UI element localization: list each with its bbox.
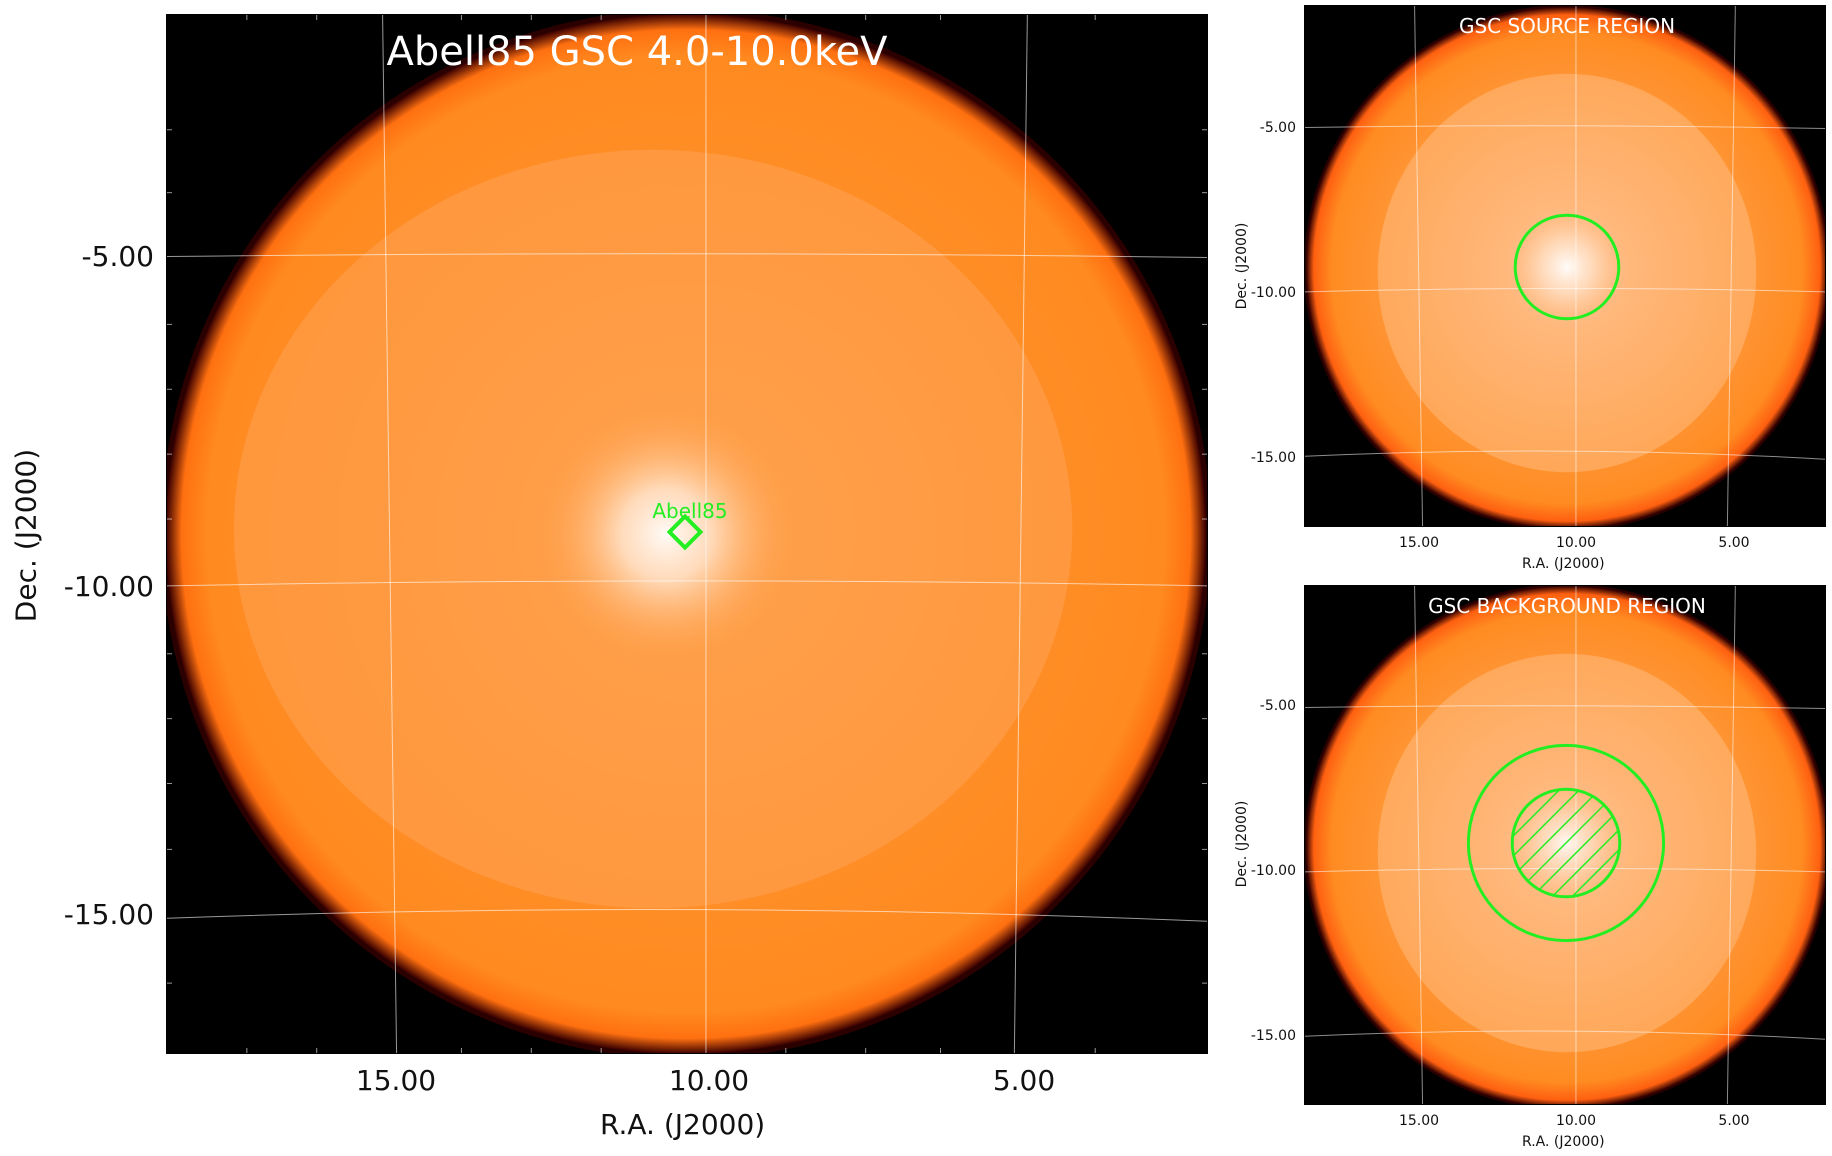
cluster-emission	[1499, 199, 1635, 335]
cluster-emission	[536, 404, 796, 664]
source-sky-image	[1305, 6, 1825, 526]
source-xtick-label: 10.00	[1555, 535, 1597, 551]
background-ytick-label: -15.00	[1250, 1028, 1296, 1044]
source-label: Abell85	[652, 499, 728, 523]
main-title: Abell85 GSC 4.0-10.0keV	[386, 29, 888, 75]
background-outer-circle[interactable]	[1466, 743, 1666, 943]
background-xtick-label: 15.00	[1398, 1113, 1440, 1129]
main-x-axis-label: R.A. (J2000)	[600, 1108, 766, 1141]
main-image-panel: Abell85 GSC 4.0-10.0keV Abell85	[166, 14, 1208, 1054]
source-xtick-label: 15.00	[1398, 535, 1440, 551]
main-ytick-label: -5.00	[81, 240, 154, 273]
main-xtick-label: 15.00	[355, 1064, 437, 1097]
source-ytick-label: -5.00	[1259, 120, 1296, 136]
background-region-panel: GSC BACKGROUND REGION	[1304, 585, 1826, 1105]
source-ytick-label: -15.00	[1250, 450, 1296, 466]
background-ytick-label: -5.00	[1259, 698, 1296, 714]
source-x-axis-label: R.A. (J2000)	[1522, 556, 1605, 572]
background-panel-title: GSC BACKGROUND REGION	[1428, 594, 1706, 618]
background-xtick-label: 10.00	[1555, 1113, 1597, 1129]
background-xtick-label: 5.00	[1718, 1113, 1750, 1129]
source-panel-title: GSC SOURCE REGION	[1458, 14, 1676, 38]
background-sky-image	[1305, 586, 1825, 1104]
source-xtick-label: 5.00	[1718, 535, 1750, 551]
background-ytick-label: -10.00	[1250, 863, 1296, 879]
coordinate-grid	[1305, 586, 1825, 1104]
source-ytick-label: -10.00	[1250, 285, 1296, 301]
source-region-circle[interactable]	[1513, 213, 1621, 321]
main-xtick-label: 10.00	[668, 1064, 750, 1097]
source-region-panel: GSC SOURCE REGION	[1304, 5, 1826, 527]
source-marker-diamond[interactable]	[666, 513, 704, 551]
background-x-axis-label: R.A. (J2000)	[1522, 1134, 1605, 1150]
main-ytick-label: -15.00	[63, 898, 154, 931]
background-excluded-circle[interactable]	[1510, 787, 1622, 899]
main-ytick-label: -10.00	[63, 570, 154, 603]
background-y-axis-label: Dec. (J2000)	[1234, 800, 1250, 888]
main-sky-image	[167, 15, 1207, 1053]
main-y-axis-label: Dec. (J2000)	[9, 448, 43, 623]
main-xtick-label: 5.00	[992, 1064, 1056, 1097]
coordinate-grid	[167, 15, 1207, 1053]
coordinate-grid	[1305, 6, 1825, 526]
source-y-axis-label: Dec. (J2000)	[1234, 222, 1250, 310]
